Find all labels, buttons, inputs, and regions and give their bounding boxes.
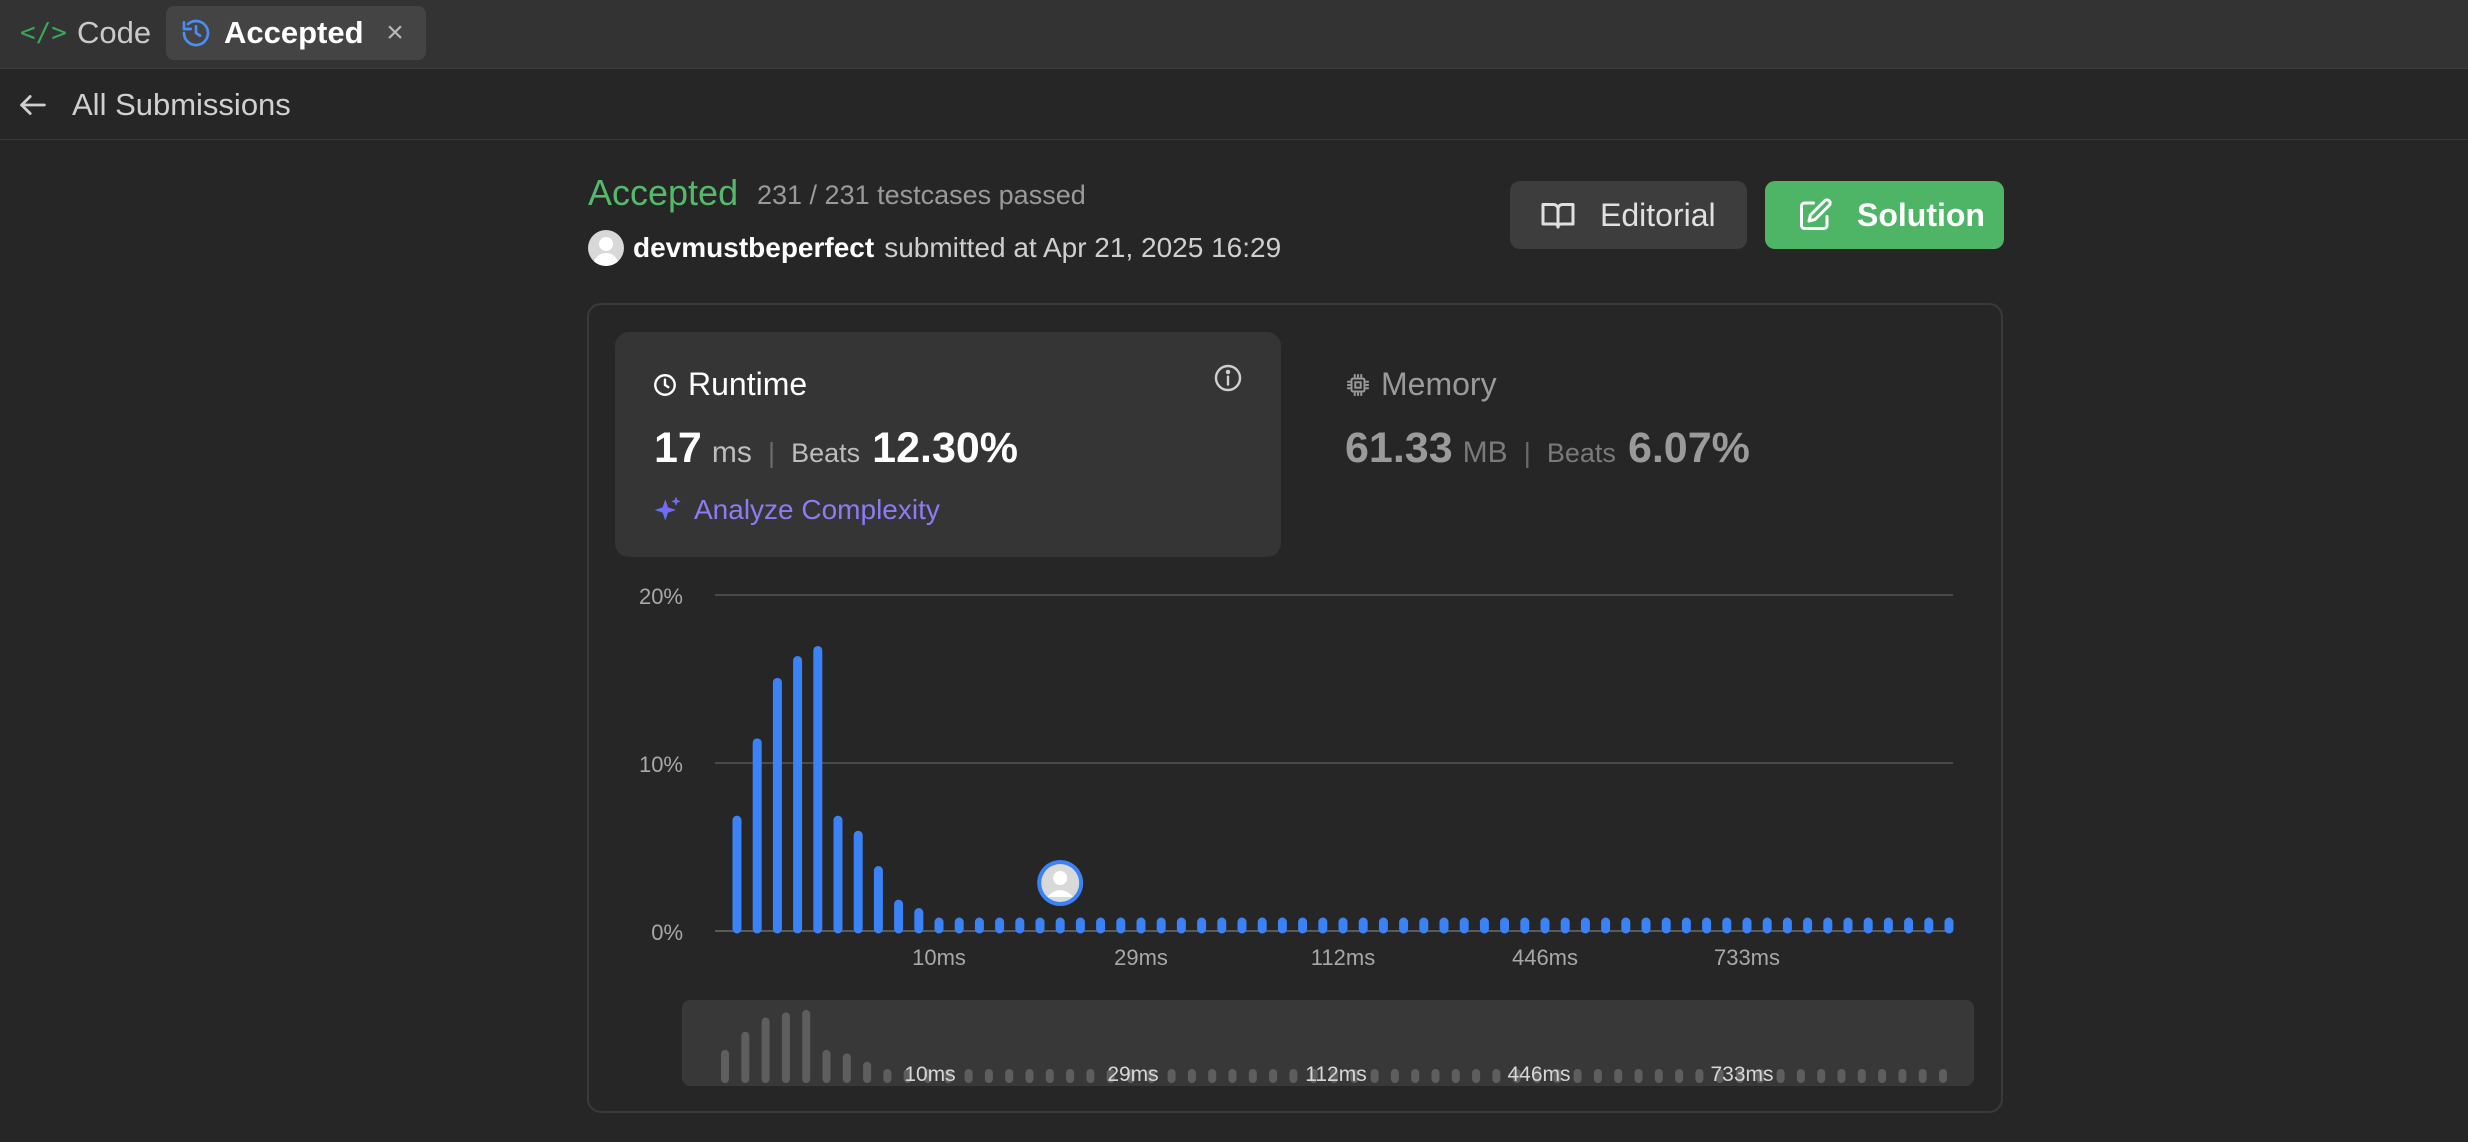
history-icon (180, 17, 212, 49)
analyze-complexity-button[interactable]: Analyze Complexity (652, 494, 940, 526)
clock-icon (654, 373, 676, 396)
stats-panel (587, 303, 2003, 1113)
mini-x-tick-label: 733ms (1710, 1063, 1773, 1086)
sub-header: All Submissions (0, 69, 2468, 140)
mini-x-tick-label: 446ms (1507, 1063, 1570, 1086)
x-tick-label: 29ms (1114, 945, 1168, 970)
memory-title[interactable]: Memory (1345, 366, 1497, 403)
arrow-left-icon (20, 95, 46, 115)
submission-meta: devmustbeperfect submitted at Apr 21, 202… (633, 232, 1281, 264)
editorial-label: Editorial (1600, 196, 1716, 233)
memory-unit: MB (1462, 436, 1508, 469)
mini-x-tick-label: 29ms (1107, 1063, 1158, 1086)
info-icon[interactable] (1212, 362, 1244, 394)
editorial-button[interactable]: Editorial (1510, 181, 1747, 249)
x-tick-label: 112ms (1311, 945, 1375, 970)
submission-status: Accepted (588, 172, 739, 213)
runtime-metric: 17 ms | Beats 12.30% (654, 424, 1018, 473)
mini-x-tick-label: 112ms (1305, 1063, 1366, 1086)
divider: | (1523, 437, 1531, 468)
tab-accepted-label: Accepted (224, 15, 364, 50)
submitted-at: submitted at Apr 21, 2025 16:29 (884, 232, 1282, 263)
close-icon[interactable]: × (386, 16, 404, 49)
y-tick-label: 20% (639, 584, 683, 609)
tab-accepted[interactable]: Accepted × (166, 6, 426, 60)
chip-icon (1347, 373, 1369, 396)
memory-metric: 61.33 MB | Beats 6.07% (1345, 424, 1750, 473)
all-submissions-label: All Submissions (72, 87, 291, 122)
runtime-title: Runtime (652, 366, 807, 403)
solution-button[interactable]: Solution (1765, 181, 2004, 249)
runtime-card[interactable] (615, 332, 1281, 557)
testcases-passed: 231 / 231 testcases passed (757, 180, 1086, 210)
x-tick-label: 446ms (1512, 945, 1578, 970)
your-submission-marker[interactable] (1037, 860, 1084, 906)
y-tick-label: 0% (651, 920, 683, 945)
tab-bar: </> Code Accepted × (0, 0, 2468, 69)
x-tick-label: 733ms (1714, 945, 1780, 970)
analyze-complexity-label: Analyze Complexity (694, 494, 940, 525)
all-submissions-link[interactable]: All Submissions (16, 87, 291, 123)
divider: | (767, 437, 776, 468)
runtime-title-label: Runtime (688, 366, 808, 402)
mini-distribution-chart[interactable]: 10ms 29ms 112ms 446ms 733ms (682, 1000, 1974, 1086)
chart-range-selector[interactable]: 10ms 29ms 112ms 446ms 733ms (682, 1000, 1974, 1086)
runtime-unit: ms (711, 436, 752, 469)
book-icon (1541, 203, 1575, 229)
memory-beats-value: 6.07% (1627, 424, 1750, 472)
runtime-distribution-chart[interactable]: 20% 10% 0% 10ms 29ms 112ms 446ms 733ms (615, 570, 1995, 980)
avatar[interactable] (588, 230, 624, 266)
edit-icon (1800, 198, 1832, 230)
sparkle-icon (654, 496, 681, 521)
y-tick-label: 10% (639, 752, 683, 777)
runtime-beats-value: 12.30% (872, 424, 1019, 472)
mini-x-tick-label: 10ms (904, 1063, 955, 1086)
runtime-beats-label: Beats (791, 438, 861, 468)
memory-value: 61.33 (1345, 424, 1453, 472)
solution-label: Solution (1857, 196, 1985, 233)
memory-title-label: Memory (1381, 366, 1497, 402)
username-link[interactable]: devmustbeperfect (633, 232, 875, 263)
tab-code-label: Code (76, 15, 152, 50)
x-tick-label: 10ms (912, 945, 966, 970)
memory-beats-label: Beats (1546, 438, 1616, 468)
code-icon: </> (20, 18, 67, 48)
tab-code[interactable]: </> Code (20, 6, 151, 60)
runtime-value: 17 (654, 424, 702, 472)
